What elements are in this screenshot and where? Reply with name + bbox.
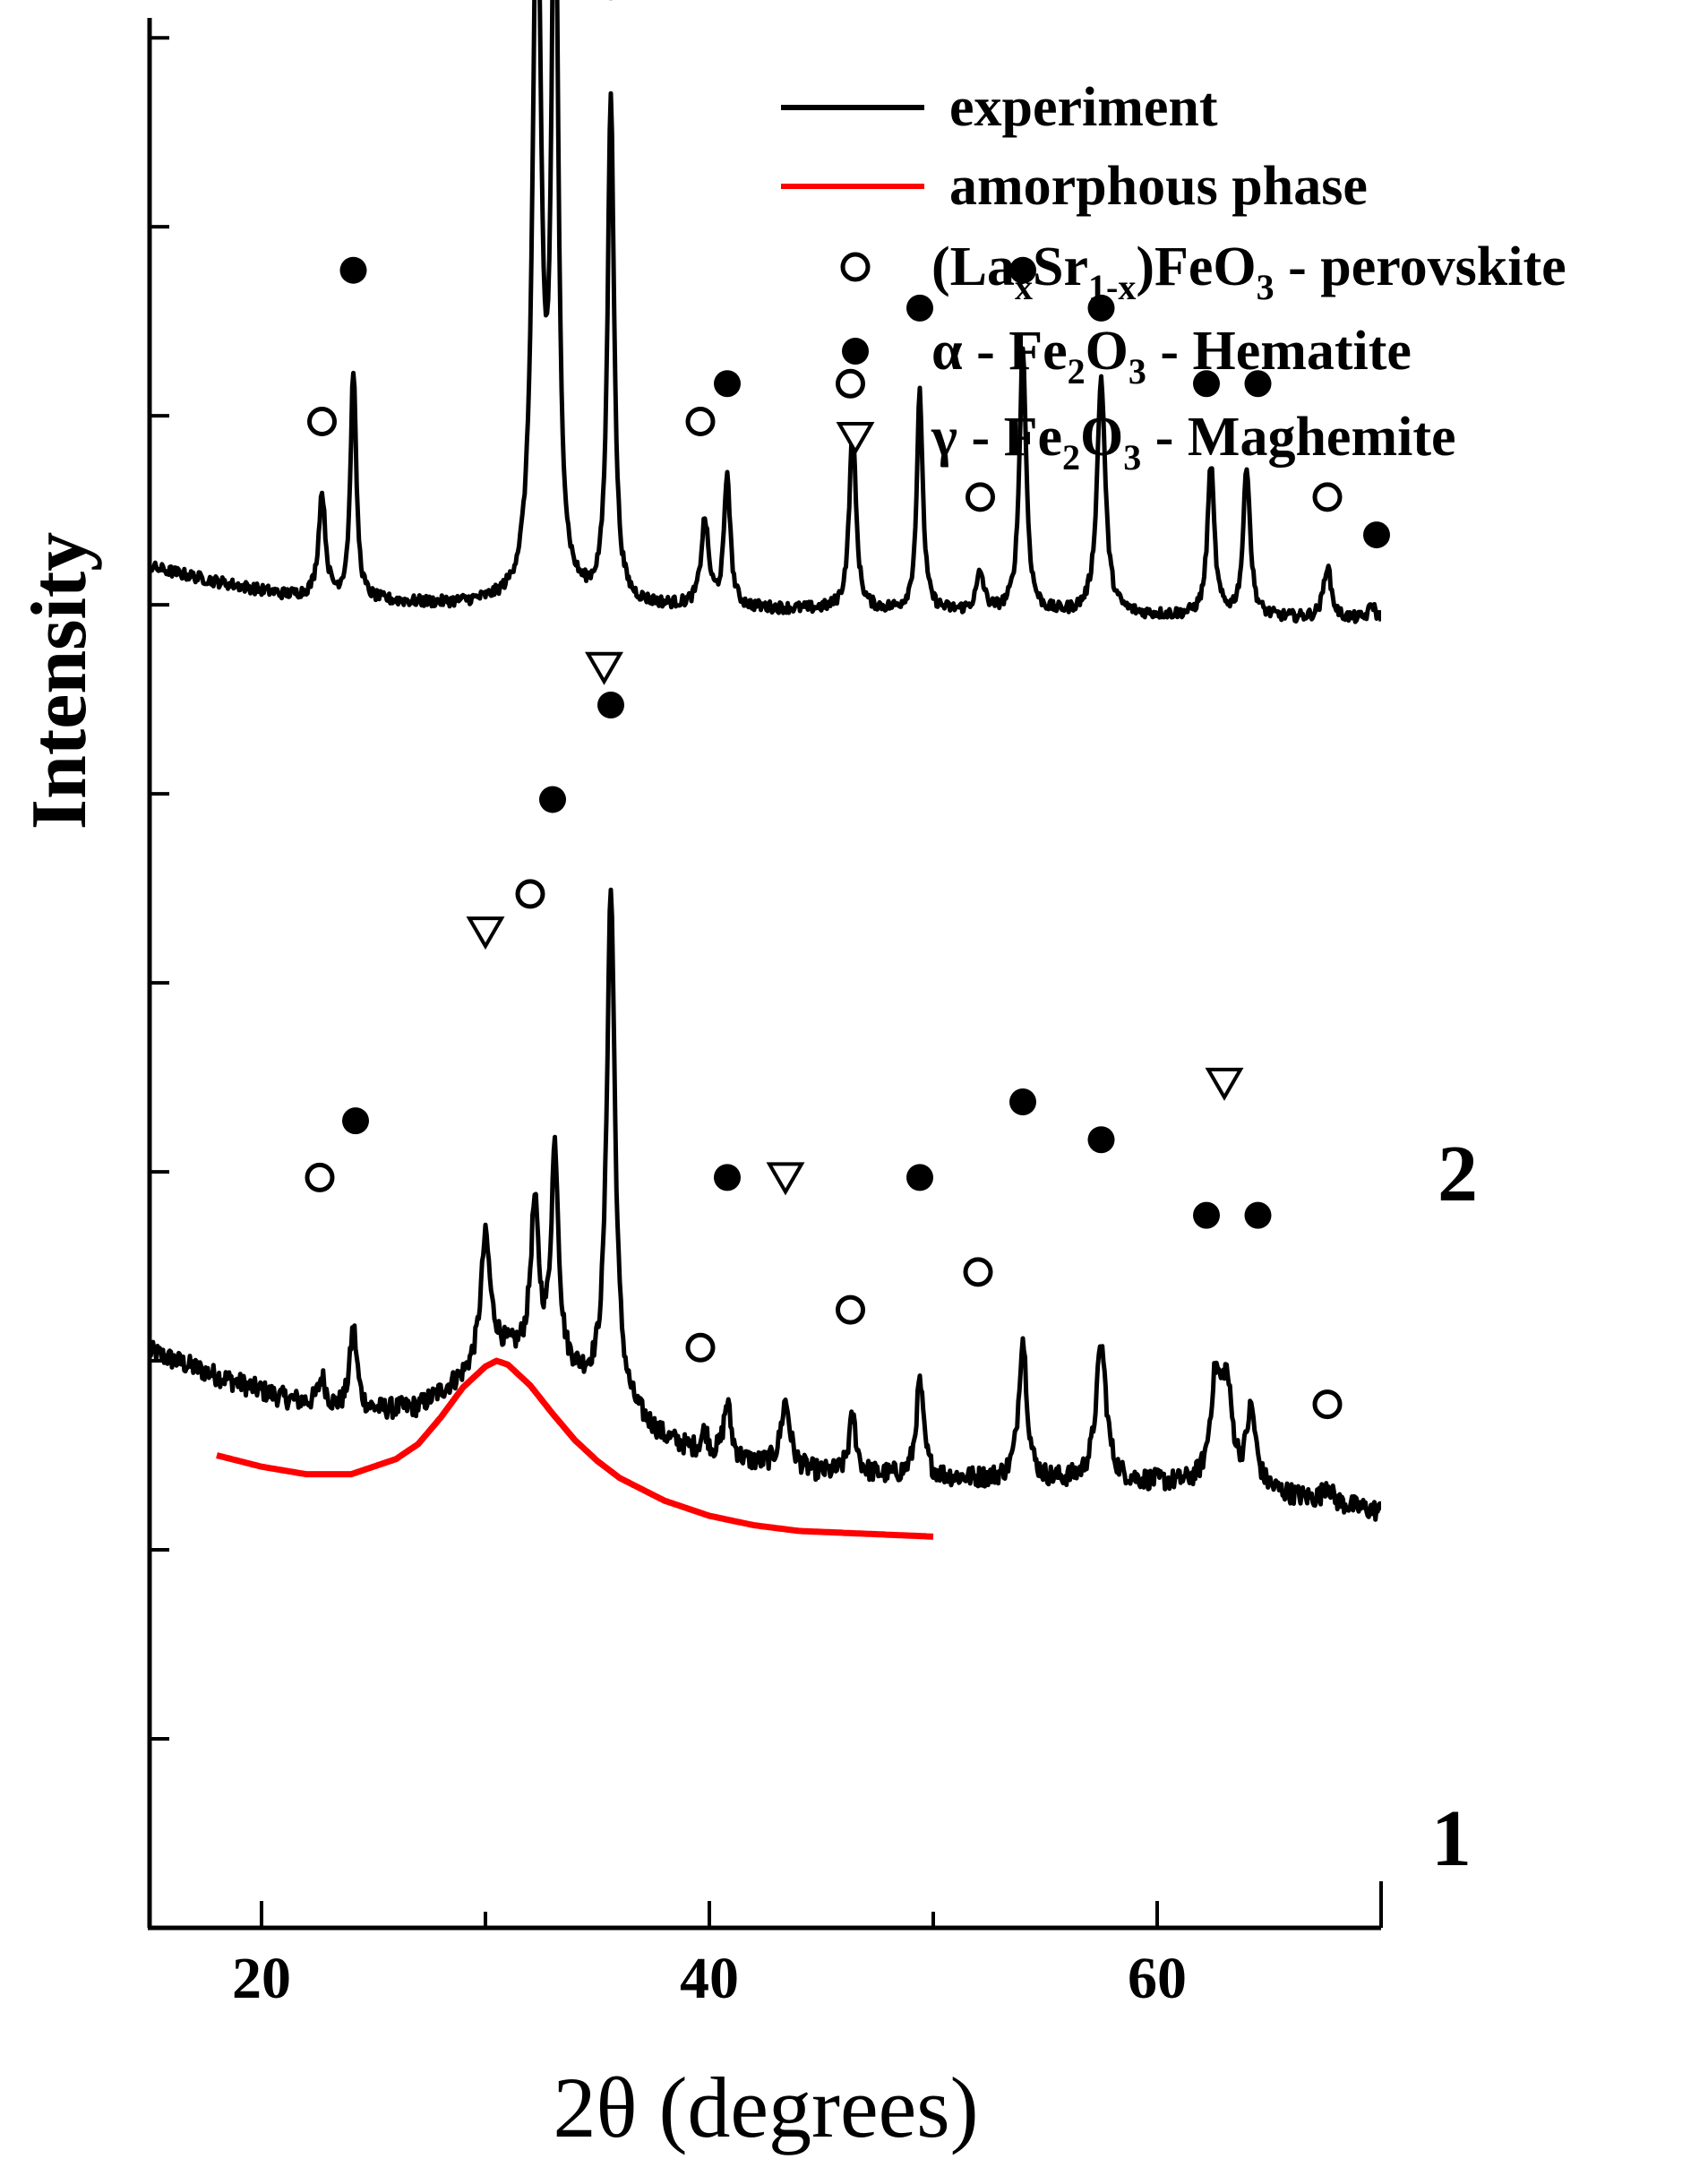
perovskite-marker [305, 1162, 335, 1192]
hematite-marker [1193, 370, 1220, 398]
perovskite-marker [515, 879, 545, 909]
legend-symbol [840, 252, 871, 282]
maghemite-marker [466, 916, 505, 950]
legend-label: (LaxSr1-x)FeO3 - perovskite [931, 237, 1566, 307]
perovskite-marker [836, 1294, 865, 1325]
legend-label: α - Fe2O3 - Hematite [931, 321, 1412, 391]
maghemite-marker [766, 1162, 805, 1196]
hematite-marker [906, 1164, 933, 1191]
maghemite-marker [1205, 1067, 1244, 1101]
hematite-marker [1009, 1088, 1036, 1116]
perovskite-marker [307, 406, 337, 436]
hematite-marker [906, 294, 933, 322]
perovskite-marker [685, 1332, 716, 1363]
hematite-marker [1244, 370, 1272, 398]
hematite-marker [342, 1107, 369, 1135]
series-label-1: 1 [1431, 1794, 1472, 1883]
perovskite-marker [963, 1257, 993, 1287]
legend-item-2: (LaxSr1-x)FeO3 - perovskite [840, 237, 1566, 307]
x-tick-label: 20 [232, 1946, 291, 2011]
perovskite-marker [1312, 1389, 1343, 1420]
legend-label: experiment [949, 77, 1218, 138]
y-ticks [150, 36, 169, 1930]
legend-symbol [836, 422, 875, 455]
legend-item-3: α - Fe2O3 - Hematite [842, 321, 1412, 391]
hematite-marker [714, 1164, 741, 1191]
hematite-marker [714, 370, 741, 398]
legend-item-0: experiment [781, 77, 1218, 138]
hematite-marker [1193, 1201, 1220, 1229]
curves-layer [150, 0, 1381, 1540]
perovskite-marker [836, 368, 865, 399]
legend-label: γ - Fe2O3 - Maghemite [931, 407, 1455, 477]
series-label-2: 2 [1438, 1130, 1478, 1218]
axes: 20 40 60 [147, 18, 1383, 2011]
perovskite-marker [1312, 482, 1343, 512]
hematite-marker [1087, 1126, 1115, 1154]
perovskite-marker [685, 406, 716, 436]
legend: experiment amorphous phase (LaxSr1-x)FeO3 … [781, 77, 1566, 477]
hematite-marker [339, 256, 367, 284]
legend-item-4: γ - Fe2O3 - Maghemite [836, 407, 1455, 477]
legend-item-1: amorphous phase [781, 156, 1368, 217]
x-tick-label: 40 [680, 1946, 739, 2011]
y-axis-label: Intensity [16, 532, 103, 830]
series-1-line [150, 887, 1381, 1522]
hematite-marker [597, 691, 624, 718]
x-axis-label: 2θ (degrees) [553, 2060, 978, 2155]
peak-markers-layer [305, 0, 1390, 1420]
series-amorphous-line [216, 1357, 934, 1540]
legend-label: amorphous phase [949, 156, 1368, 217]
maghemite-marker [585, 651, 623, 685]
hematite-marker [1363, 521, 1390, 549]
hematite-marker [1009, 256, 1036, 284]
hematite-marker [539, 786, 566, 813]
hematite-marker [1087, 294, 1115, 322]
x-ticks: 20 40 60 [232, 1901, 1383, 2011]
series-2-line [150, 0, 1381, 624]
hematite-marker [1244, 1201, 1272, 1229]
legend-symbol [842, 338, 869, 365]
perovskite-marker [966, 482, 995, 512]
x-tick-label: 60 [1128, 1946, 1187, 2011]
